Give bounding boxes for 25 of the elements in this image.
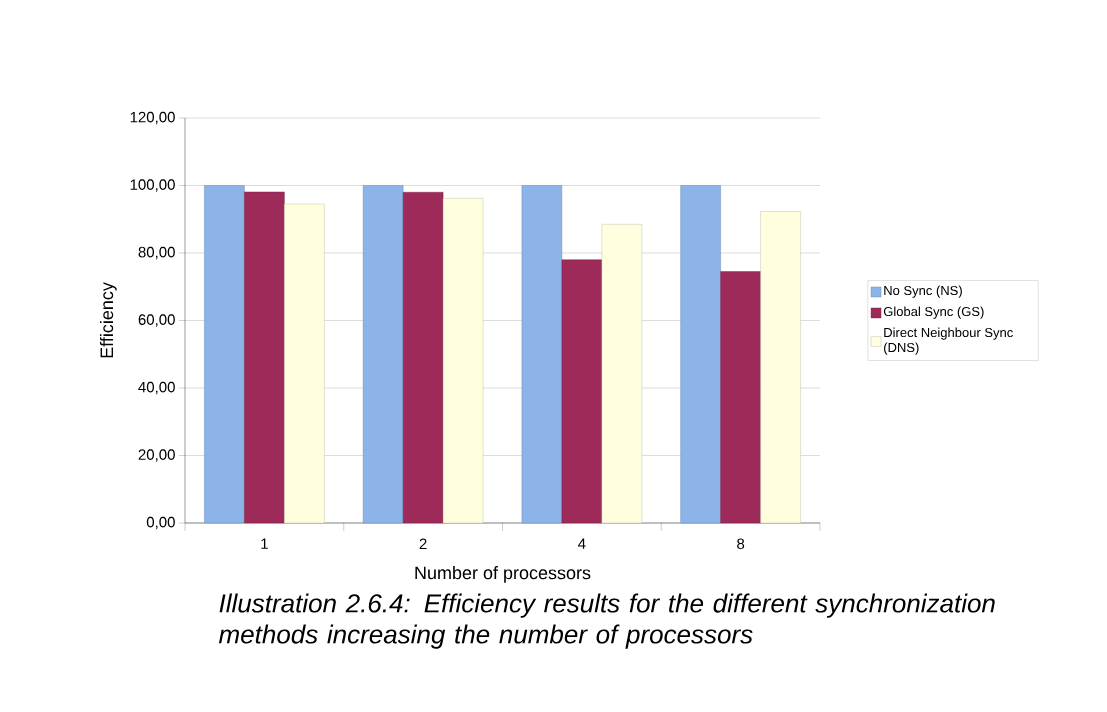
x-tick-label: 8 (737, 538, 745, 550)
bar (244, 191, 285, 524)
y-tick-label: 60,00 (138, 314, 175, 327)
bar (561, 259, 603, 524)
y-tick-label: 20,00 (138, 449, 175, 462)
y-tick-label: 0,00 (146, 516, 175, 530)
bar (362, 185, 404, 524)
x-tick-label: 1 (261, 538, 268, 549)
bar (402, 192, 444, 524)
legend-label: Direct Neighbour Sync (DNS) (884, 327, 1013, 355)
x-axis-title: Number of processors (415, 566, 591, 583)
legend-label: No Sync (NS) (884, 285, 962, 298)
bar (680, 185, 721, 524)
y-tick-label: 100,00 (130, 179, 175, 192)
y-axis-title: Efficiency (99, 282, 117, 358)
x-tick-label: 4 (578, 538, 586, 549)
y-tick-label: 120,00 (130, 111, 175, 125)
bar (720, 271, 761, 524)
legend-label: Global Sync (GS) (883, 306, 984, 319)
text: Illustration 2.6.4: Efficiency results for the different synchronization methods increasing the number of processors (218, 593, 995, 649)
bar (521, 185, 563, 524)
y-tick-label: 40,00 (138, 381, 175, 395)
bar (204, 185, 245, 524)
y-tick-label: 80,00 (138, 246, 175, 260)
x-tick-label: 2 (419, 538, 427, 550)
